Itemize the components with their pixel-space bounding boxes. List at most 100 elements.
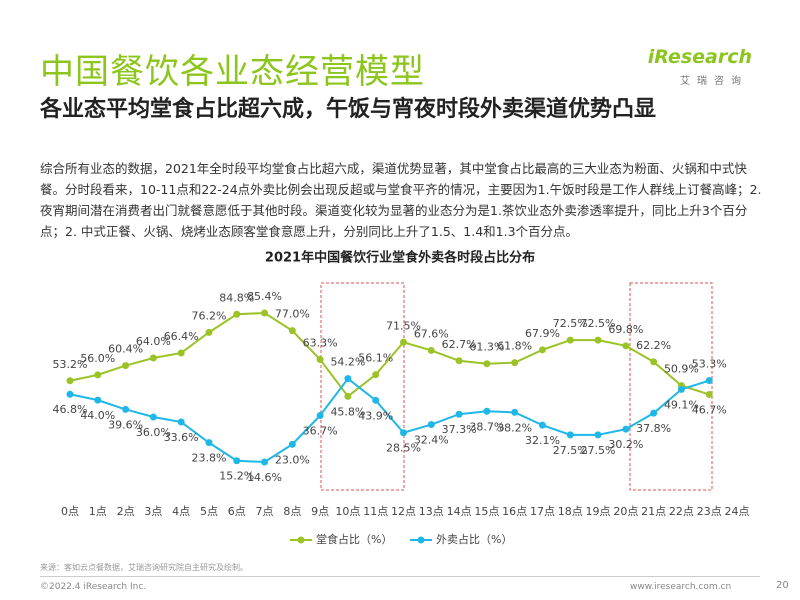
x-tick-label: 2点 [117,505,135,518]
x-tick-label: 1点 [89,505,107,518]
point [288,440,296,448]
data-label: 64.0% [136,335,171,348]
x-tick-label: 22点 [669,505,694,518]
x-tick-label: 23点 [697,505,722,518]
data-label: 76.2% [191,309,226,322]
point [205,328,213,336]
point [538,346,546,354]
data-label: 54.2% [330,356,365,369]
point [511,408,519,416]
point [261,458,269,466]
point [261,309,269,317]
point [538,421,546,429]
x-tick-label: 19点 [586,505,611,518]
point [372,371,380,379]
data-label: 27.5% [581,444,616,457]
legend-label: 堂食占比（%） [316,532,392,546]
data-label: 62.2% [636,339,671,352]
x-tick-label: 6点 [228,505,246,518]
point [122,362,130,370]
highlight-box [629,282,713,491]
data-label: 46.7% [692,403,727,416]
legend-marker [297,536,305,544]
data-label: 53.2% [53,358,88,371]
point [705,377,713,385]
x-tick-label: 9点 [311,505,329,518]
x-tick-label: 3点 [144,505,162,518]
data-label: 72.5% [553,317,588,330]
point [622,425,630,433]
point [455,410,463,418]
data-label: 84.8% [219,291,254,304]
point [344,375,352,383]
x-tick-label: 18点 [558,505,583,518]
data-label: 53.3% [692,358,727,371]
point [511,359,519,367]
legend-label: 外卖占比（%） [436,532,512,546]
data-label: 37.3% [442,423,477,436]
x-tick-label: 4点 [172,505,190,518]
point [455,357,463,365]
x-tick-label: 11点 [363,505,388,518]
data-label: 62.7% [442,338,477,351]
point [94,396,102,404]
data-label: 61.3% [469,341,504,354]
highlight-box [320,282,405,491]
point [94,371,102,379]
data-label: 45.8% [330,405,365,418]
data-label: 72.5% [581,317,616,330]
data-label: 71.5% [386,319,421,332]
url: www.iresearch.com.cn [630,582,732,592]
source: 来源：客如云点餐数据，艾瑞咨询研究院自主研究及绘制。 [40,563,248,572]
point [233,310,241,318]
series-line [69,311,710,398]
point [288,327,296,335]
data-label: 30.2% [608,438,643,451]
data-label: 69.8% [608,323,643,336]
data-label: 85.4% [247,290,282,303]
data-label: 60.4% [108,343,143,356]
data-label: 36.7% [303,424,338,437]
data-label: 14.6% [247,471,282,484]
data-label: 23.8% [191,452,226,465]
logo: iResearch [647,46,752,68]
point [66,390,74,398]
point [705,390,713,398]
divider [40,576,760,577]
point [483,360,491,368]
point [177,418,185,426]
point [233,457,241,465]
series-line [69,377,710,464]
data-label: 23.0% [275,453,310,466]
point [650,358,658,366]
data-label: 61.8% [497,340,532,353]
point [566,336,574,344]
x-tick-label: 10点 [335,505,360,518]
title: 中国餐饮各业态经营模型 [40,52,425,92]
data-label: 28.5% [386,442,421,455]
point [427,346,435,354]
point [205,439,213,447]
point [427,421,435,429]
x-tick-label: 16点 [502,505,527,518]
data-label: 38.2% [497,421,532,434]
point [344,392,352,400]
data-label: 56.1% [358,352,393,365]
data-label: 46.8% [53,403,88,416]
data-label: 43.9% [358,409,393,422]
legend-marker [417,536,425,544]
data-label: 67.9% [525,327,560,340]
point [66,377,74,385]
subtitle: 各业态平均堂食占比超六成，午饭与宵夜时段外卖渠道优势凸显 [40,97,657,122]
copyright: ©2022.4 iResearch Inc. [40,582,147,592]
x-tick-label: 15点 [474,505,499,518]
x-tick-label: 0点 [61,505,79,518]
point [483,407,491,415]
page-number: 20 [776,580,789,591]
data-label: 32.1% [525,434,560,447]
x-tick-label: 13点 [419,505,444,518]
point [122,405,130,413]
x-tick-label: 24点 [725,505,750,518]
x-tick-label: 20点 [613,505,638,518]
